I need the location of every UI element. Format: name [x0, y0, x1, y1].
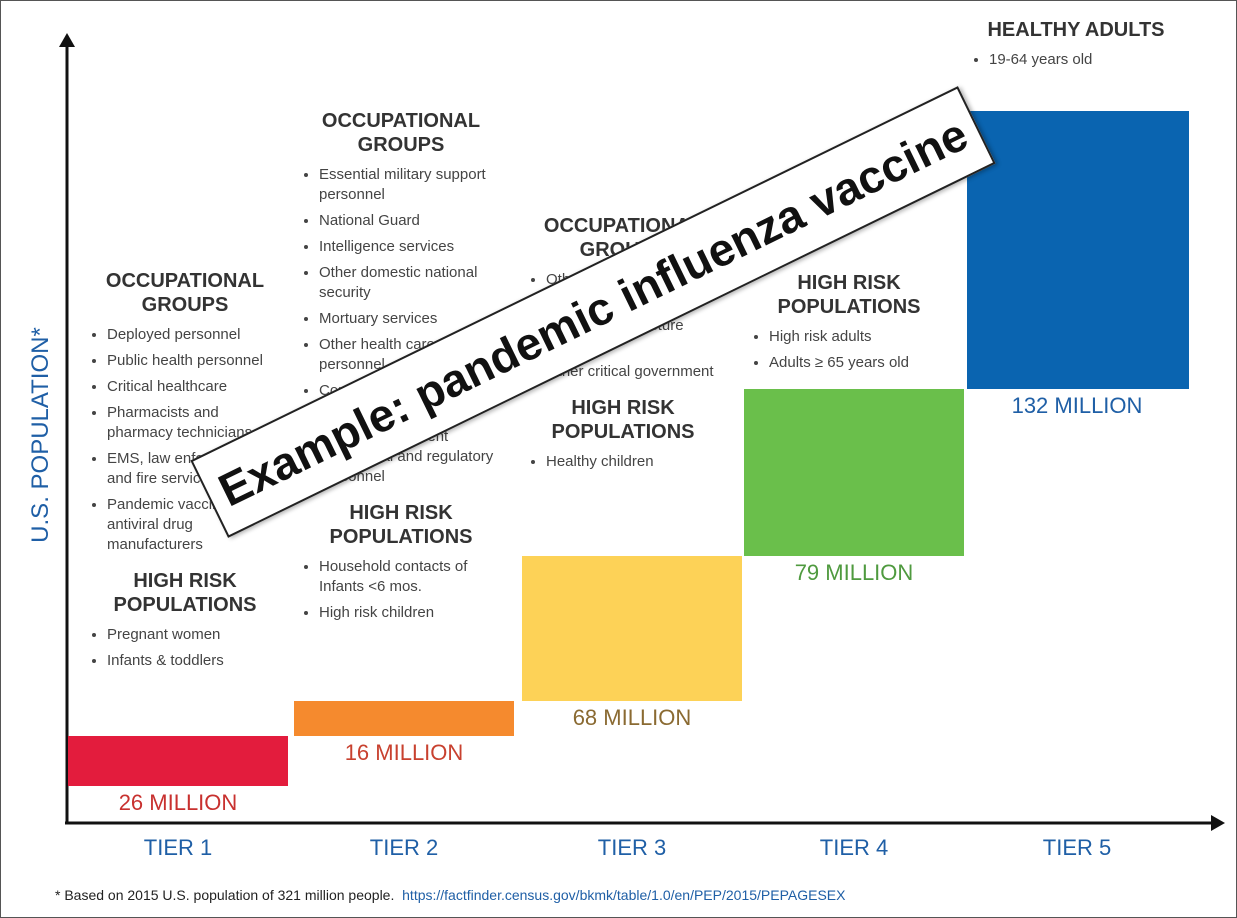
item-list: 19-64 years old — [971, 50, 1181, 70]
y-arrow — [59, 33, 75, 47]
group-title: OCCUPATIONAL GROUPS — [321, 110, 481, 156]
item-list: Pregnant women Infants & toddlers — [89, 625, 281, 671]
list-item: Mortuary services — [319, 309, 501, 329]
group-title: HIGH RISK POPULATIONS — [113, 570, 257, 616]
list-item: Pharmacists and pharmacy technicians — [107, 403, 281, 443]
list-item: Deployed personnel — [107, 325, 281, 345]
item-list: Household contacts of Infants <6 mos. Hig… — [301, 557, 501, 623]
tier-column: HEALTHY ADULTS 19-64 years old — [971, 18, 1181, 84]
tier-column: OCCUPATIONAL GROUPS Deployed personnel Pub… — [89, 269, 281, 685]
item-list: High risk adults Adults ≥ 65 years old — [751, 327, 947, 373]
tier-box — [294, 701, 514, 736]
list-item: Public health personnel — [107, 351, 281, 371]
population-label: 132 MILLION — [1011, 393, 1143, 418]
group-title: OCCUPATIONAL GROUPS — [105, 270, 265, 316]
tier-label: TIER 1 — [143, 835, 213, 860]
tier-box — [744, 389, 964, 556]
list-item: Other domestic national security — [319, 263, 501, 303]
population-label: 79 MILLION — [794, 560, 914, 585]
tier-label: TIER 5 — [1042, 835, 1112, 860]
population-label: 16 MILLION — [344, 740, 464, 765]
footnote-line: * Based on 2015 U.S. population of 321 m… — [55, 887, 845, 903]
y-axis-label: U.S. POPULATION* — [27, 327, 54, 543]
list-item: 19-64 years old — [989, 50, 1181, 70]
list-item: National Guard — [319, 211, 501, 231]
tier-label: TIER 2 — [369, 835, 439, 860]
population-label: 26 MILLION — [118, 790, 238, 815]
tier-box — [68, 736, 288, 786]
list-item: High risk adults — [769, 327, 947, 347]
list-item: Household contacts of Infants <6 mos. — [319, 557, 501, 597]
group-title: HIGH RISK POPULATIONS — [777, 272, 921, 318]
tier-label: TIER 4 — [819, 835, 889, 860]
list-item: Adults ≥ 65 years old — [769, 353, 947, 373]
list-item: Other health care personnel — [319, 335, 501, 375]
tier-column: HIGH RISK POPULATIONS High risk adults Adu… — [751, 271, 947, 387]
group-title: HIGH RISK POPULATIONS — [329, 502, 473, 548]
list-item: Infants & toddlers — [107, 651, 281, 671]
link[interactable]: https://factfinder.census.gov/bkmk/table… — [402, 887, 846, 903]
tier-label: TIER 3 — [597, 835, 667, 860]
list-item: Other critical government — [546, 362, 718, 382]
x-arrow — [1211, 815, 1225, 831]
list-item: High risk children — [319, 603, 501, 623]
group-title: HEALTHY ADULTS — [987, 19, 1165, 41]
tier-box — [522, 556, 742, 701]
list-item: Intelligence services — [319, 237, 501, 257]
list-item: Essential military support personnel — [319, 165, 501, 205]
population-label: 68 MILLION — [572, 705, 692, 730]
list-item: Pregnant women — [107, 625, 281, 645]
tier-box — [967, 111, 1189, 389]
group-title: HIGH RISK POPULATIONS — [551, 397, 695, 443]
footnote: * Based on 2015 U.S. population of 321 m… — [55, 887, 395, 903]
list-item: Critical healthcare — [107, 377, 281, 397]
list-item: Healthy children — [546, 452, 718, 472]
item-list: Healthy children — [528, 452, 718, 472]
